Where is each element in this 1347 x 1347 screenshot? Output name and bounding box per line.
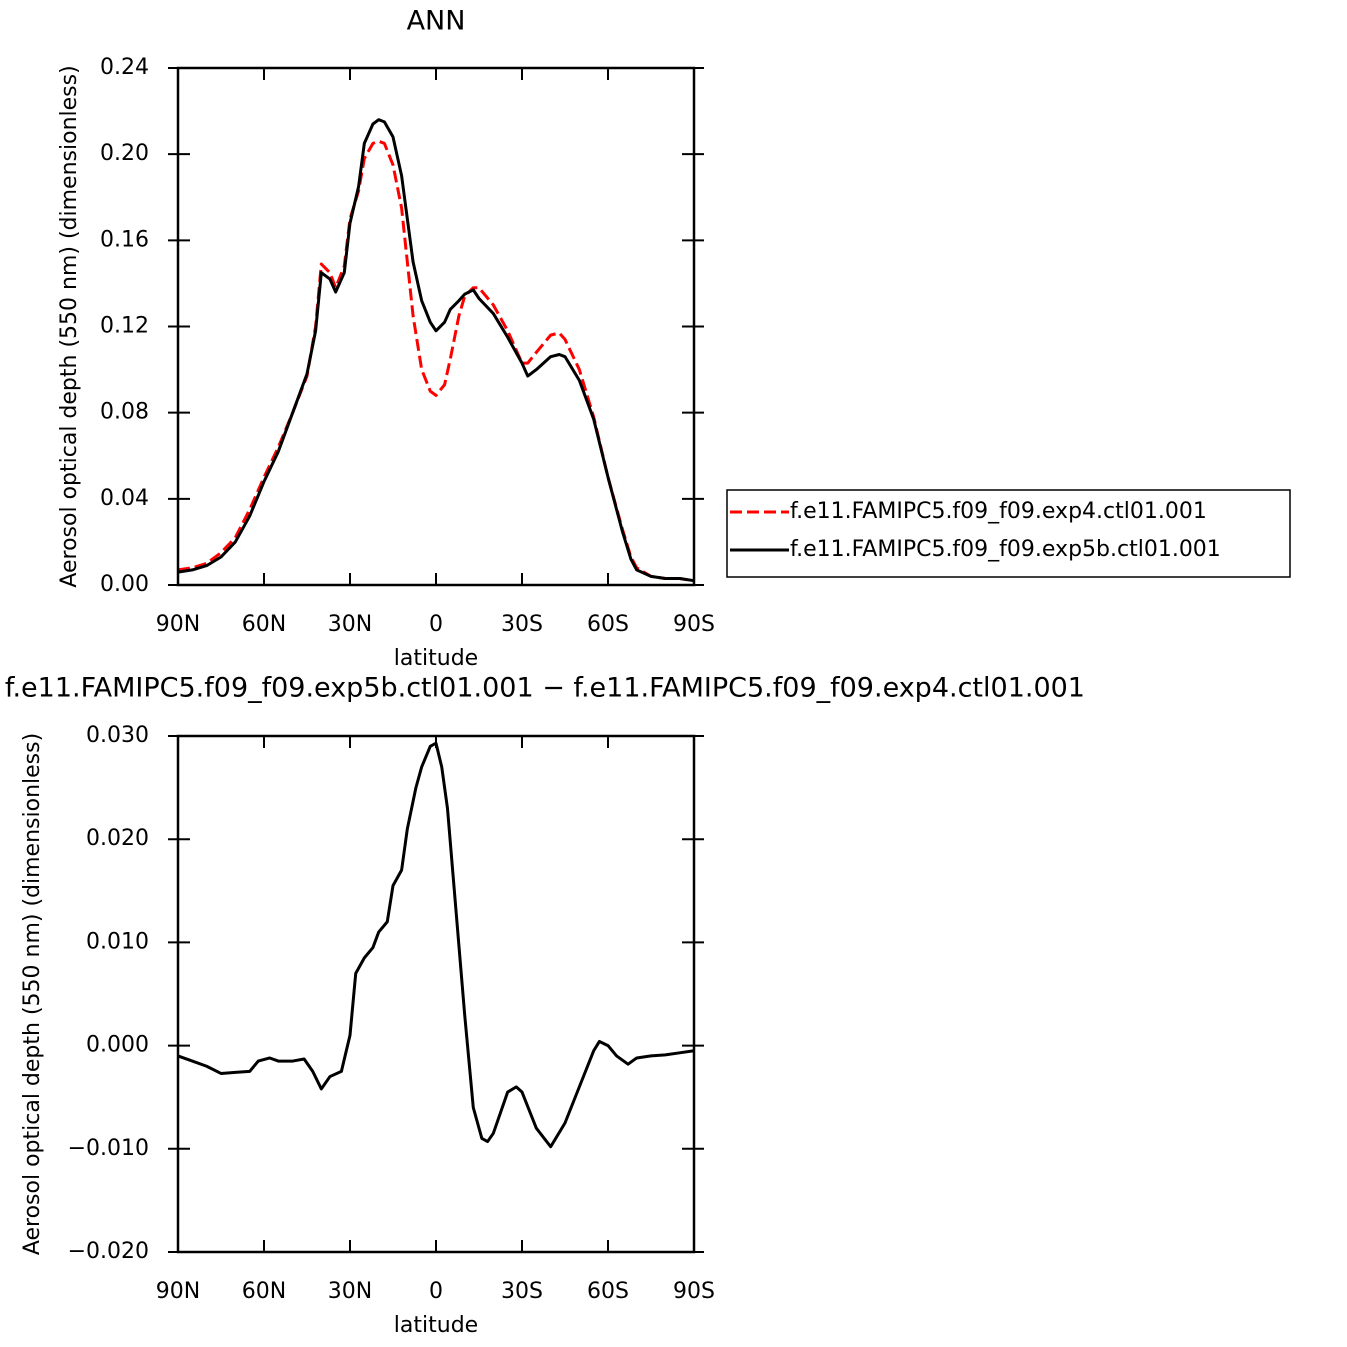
x-tick-label: 60S — [587, 612, 629, 637]
y-tick-label: 0.24 — [100, 55, 149, 80]
x-tick-label: 90N — [156, 1279, 200, 1304]
x-tick-label: 90N — [156, 612, 200, 637]
x-tick-label: 60N — [242, 1279, 286, 1304]
x-tick-label: 90S — [673, 1279, 715, 1304]
y-tick-label: 0.04 — [100, 486, 149, 511]
x-axis-label: latitude — [394, 1313, 478, 1338]
series-line — [177, 741, 695, 1149]
x-tick-label: 60S — [587, 1279, 629, 1304]
y-tick-label: 0.030 — [86, 723, 149, 748]
plot-frame — [176, 66, 696, 587]
y-tick-label: 0.010 — [86, 929, 149, 954]
y-tick-label: 0.00 — [100, 572, 149, 597]
series-line — [177, 118, 695, 583]
y-tick-label: 0.16 — [100, 227, 149, 252]
x-tick-label: 30S — [501, 1279, 543, 1304]
x-tick-label: 0 — [429, 1279, 443, 1304]
chart-title: f.e11.FAMIPC5.f09_f09.exp5b.ctl01.001 − … — [5, 673, 1085, 704]
y-tick-label: 0.08 — [100, 400, 149, 425]
legend-box — [726, 489, 1291, 578]
y-axis-label: Aerosol optical depth (550 nm) (dimensio… — [20, 733, 45, 1255]
y-tick-label: 0.12 — [100, 314, 149, 339]
legend-label: f.e11.FAMIPC5.f09_f09.exp5b.ctl01.001 — [790, 537, 1221, 562]
y-tick-label: 0.020 — [86, 826, 149, 851]
y-tick-label: 0.000 — [86, 1033, 149, 1058]
legend-label: f.e11.FAMIPC5.f09_f09.exp4.ctl01.001 — [790, 499, 1207, 524]
chart-title: ANN — [407, 6, 466, 37]
x-tick-label: 90S — [673, 612, 715, 637]
x-tick-label: 60N — [242, 612, 286, 637]
y-tick-label: −0.020 — [68, 1239, 149, 1264]
y-axis-label: Aerosol optical depth (550 nm) (dimensio… — [57, 65, 82, 587]
x-tick-label: 30S — [501, 612, 543, 637]
y-tick-label: 0.20 — [100, 141, 149, 166]
x-tick-label: 30N — [328, 612, 372, 637]
plot-frame — [176, 734, 696, 1254]
x-tick-label: 0 — [429, 612, 443, 637]
y-tick-label: −0.010 — [68, 1136, 149, 1161]
x-axis-label: latitude — [394, 646, 478, 671]
x-tick-label: 30N — [328, 1279, 372, 1304]
